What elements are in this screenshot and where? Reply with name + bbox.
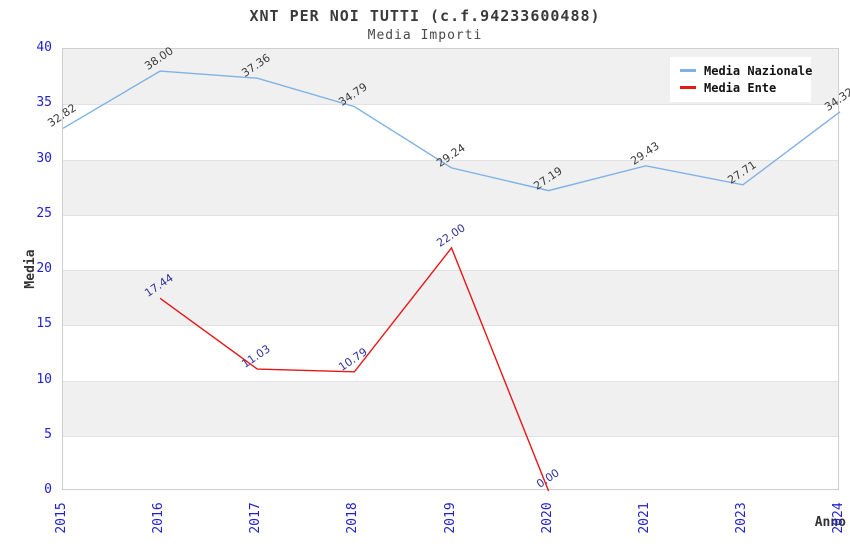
x-tick-label: 2016 xyxy=(151,502,167,534)
y-tick-label: 30 xyxy=(36,150,52,166)
y-tick-label: 25 xyxy=(36,205,52,221)
x-tick-label: 2015 xyxy=(54,502,69,534)
gridline xyxy=(63,325,838,327)
legend-item-ente: Media Ente xyxy=(680,79,811,96)
y-tick-label: 40 xyxy=(36,40,52,55)
x-tick-label: 2024 xyxy=(831,502,846,534)
plot-area xyxy=(62,48,841,492)
chart-subtitle: Media Importi xyxy=(367,28,483,43)
grid-band xyxy=(63,159,838,215)
gridline xyxy=(63,214,838,216)
x-tick-label: 2017 xyxy=(248,502,264,534)
x-tick-label: 2023 xyxy=(733,502,749,534)
x-tick-label: 2020 xyxy=(539,502,555,534)
y-tick-label: 20 xyxy=(36,261,52,276)
y-tick-label: 0 xyxy=(44,482,52,497)
legend: Media Nazionale Media Ente xyxy=(670,57,813,102)
gridline xyxy=(63,380,838,382)
x-tick-label: 2018 xyxy=(345,502,361,534)
grid-band xyxy=(63,380,838,436)
gridline xyxy=(63,104,838,106)
legend-item-nazionale: Media Nazionale xyxy=(680,62,813,79)
x-tick-label: 2019 xyxy=(442,502,458,534)
legend-label-nazionale: Media Nazionale xyxy=(704,63,813,78)
legend-label-ente: Media Ente xyxy=(704,80,777,95)
series-line-0 xyxy=(62,70,841,192)
y-tick-label: 15 xyxy=(36,316,52,332)
series-lines xyxy=(62,70,841,492)
y-tick-label: 5 xyxy=(44,426,52,442)
y-tick-label: 10 xyxy=(36,371,52,387)
chart-title: XNT PER NOI TUTTI (c.f.94233600488) xyxy=(249,7,601,25)
gridline xyxy=(63,159,838,161)
nazionale-line-swatch xyxy=(680,69,696,72)
ente-line-swatch xyxy=(680,86,696,89)
series-line-1 xyxy=(159,246,550,492)
grid-band xyxy=(63,270,838,326)
x-tick-label: 2021 xyxy=(636,502,652,534)
x-axis-title: Anno xyxy=(814,515,846,530)
y-tick-label: 35 xyxy=(36,95,52,111)
gridline xyxy=(63,270,838,271)
gridline xyxy=(63,435,838,437)
